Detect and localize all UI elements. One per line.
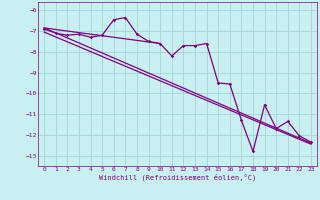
X-axis label: Windchill (Refroidissement éolien,°C): Windchill (Refroidissement éolien,°C) xyxy=(99,174,256,181)
